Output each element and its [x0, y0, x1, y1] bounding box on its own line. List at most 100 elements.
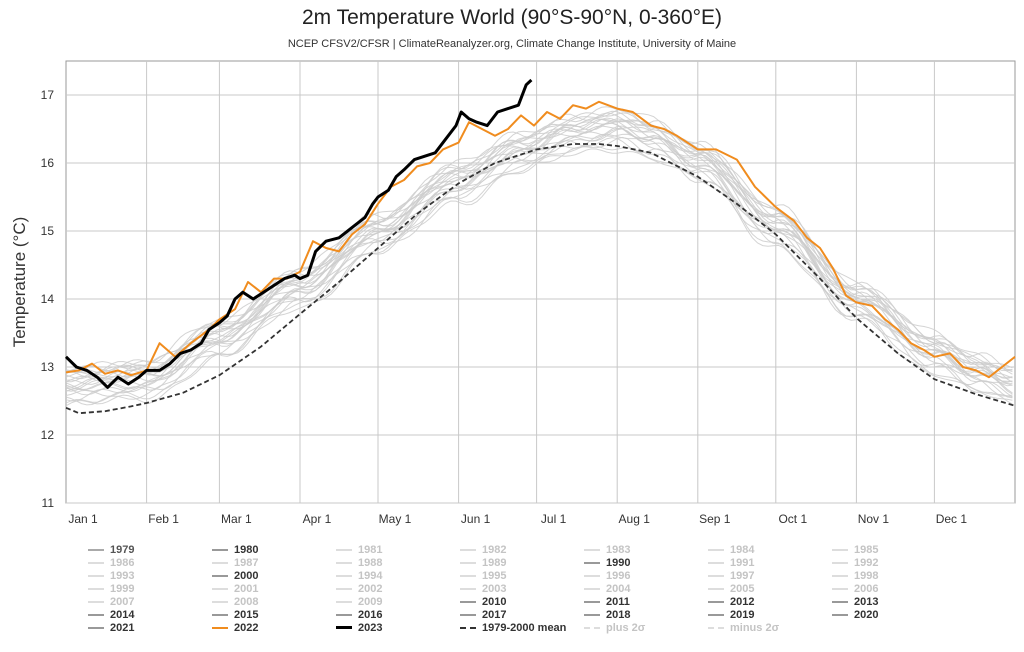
legend-item[interactable]: 2003 [460, 582, 506, 595]
legend-item[interactable]: 2008 [212, 595, 258, 608]
x-tick-label: Jan 1 [68, 512, 98, 526]
legend-swatch [460, 561, 476, 564]
legend-item[interactable]: 1979 [88, 543, 134, 556]
legend-item[interactable]: 2015 [212, 608, 258, 621]
legend-label: 1988 [358, 556, 383, 569]
background-year-line [65, 118, 1013, 379]
legend-item[interactable]: minus 2σ [708, 621, 779, 634]
legend-item[interactable]: plus 2σ [584, 621, 645, 634]
legend-item[interactable]: 2016 [336, 608, 382, 621]
y-tick-label: 13 [41, 360, 55, 374]
legend-swatch [88, 587, 104, 590]
background-year-line [65, 128, 1013, 395]
legend-swatch [336, 600, 352, 603]
legend-item[interactable]: 1983 [584, 543, 630, 556]
legend-label: 1979 [110, 543, 135, 556]
legend-label: 2001 [234, 582, 259, 595]
legend-item[interactable]: 1989 [460, 556, 506, 569]
background-year-line [65, 110, 1013, 373]
legend-item[interactable]: 1986 [88, 556, 134, 569]
background-year-line [65, 108, 1013, 378]
legend-swatch [460, 613, 476, 616]
y-tick-label: 17 [41, 88, 55, 102]
x-tick-label: Jun 1 [461, 512, 491, 526]
legend-item[interactable]: 2009 [336, 595, 382, 608]
legend-swatch [460, 600, 476, 603]
legend-item[interactable]: 2012 [708, 595, 754, 608]
x-tick-label: Apr 1 [303, 512, 332, 526]
legend-swatch [336, 574, 352, 577]
legend-item[interactable]: 2020 [832, 608, 878, 621]
legend-label: 2007 [110, 595, 135, 608]
legend-item[interactable]: 1998 [832, 569, 878, 582]
legend-item[interactable]: 1987 [212, 556, 258, 569]
legend-item[interactable]: 2021 [88, 621, 134, 634]
series-line-2023 [64, 78, 533, 389]
legend-item[interactable]: 2005 [708, 582, 754, 595]
legend-item[interactable]: 1994 [336, 569, 382, 582]
legend-item[interactable]: 1982 [460, 543, 506, 556]
legend-item[interactable]: 1979-2000 mean [460, 621, 566, 634]
legend-swatch [88, 613, 104, 616]
legend-label: 2017 [482, 608, 507, 621]
legend-item[interactable]: 2013 [832, 595, 878, 608]
legend-item[interactable]: 1985 [832, 543, 878, 556]
legend-label: 2022 [234, 621, 259, 634]
background-year-lines [65, 106, 1013, 407]
legend-swatch [88, 626, 104, 629]
legend-item[interactable]: 2014 [88, 608, 134, 621]
legend-label: 1980 [234, 543, 259, 556]
legend-item[interactable]: 1996 [584, 569, 630, 582]
legend-swatch [832, 613, 848, 616]
legend-item[interactable]: 1984 [708, 543, 754, 556]
grid [65, 60, 1016, 504]
legend-item[interactable]: 1990 [584, 556, 630, 569]
legend-swatch [460, 626, 476, 629]
legend-label: 1982 [482, 543, 507, 556]
background-year-line [65, 137, 1013, 402]
legend-swatch [336, 561, 352, 564]
legend-item[interactable]: 2023 [336, 621, 382, 634]
axes: 11 12 13 14 15 16 17 Jan 1 Feb 1 Mar 1 Apr 1 May 1 J… [41, 88, 968, 526]
legend-label: 1995 [482, 569, 507, 582]
legend-swatch [832, 561, 848, 564]
series-line-2022 [65, 100, 1016, 379]
legend-item[interactable]: 1980 [212, 543, 258, 556]
legend-label: 2023 [358, 621, 383, 634]
x-tick-label: Aug 1 [619, 512, 651, 526]
legend-item[interactable]: 2018 [584, 608, 630, 621]
legend-item[interactable]: 2004 [584, 582, 630, 595]
legend-swatch [212, 587, 228, 590]
legend-item[interactable]: 2022 [212, 621, 258, 634]
legend-item[interactable]: 2017 [460, 608, 506, 621]
legend-item[interactable]: 2006 [832, 582, 878, 595]
legend-item[interactable]: 1981 [336, 543, 382, 556]
legend-item[interactable]: 2007 [88, 595, 134, 608]
legend-item[interactable]: 1991 [708, 556, 754, 569]
legend-item[interactable]: 2002 [336, 582, 382, 595]
legend-item[interactable]: 2010 [460, 595, 506, 608]
legend-item[interactable]: 1993 [88, 569, 134, 582]
legend-item[interactable]: 1997 [708, 569, 754, 582]
legend-item[interactable]: 1995 [460, 569, 506, 582]
background-year-line [65, 136, 1013, 406]
legend-swatch [212, 548, 228, 551]
legend-swatch [336, 613, 352, 616]
legend-item[interactable]: 2001 [212, 582, 258, 595]
legend-item[interactable]: 2019 [708, 608, 754, 621]
legend-label: 2012 [730, 595, 755, 608]
legend-swatch [708, 600, 724, 603]
legend-item[interactable]: 1992 [832, 556, 878, 569]
x-tick-label: Nov 1 [858, 512, 890, 526]
background-year-line [65, 112, 1013, 383]
chart-title: 2m Temperature World (90°S-90°N, 0-360°E… [301, 6, 723, 29]
legend-swatch [708, 626, 724, 629]
legend-item[interactable]: 1999 [88, 582, 134, 595]
legend-item[interactable]: 2011 [584, 595, 630, 608]
legend-swatch [832, 574, 848, 577]
x-tick-label: Oct 1 [778, 512, 807, 526]
legend-item[interactable]: 2000 [212, 569, 258, 582]
legend-item[interactable]: 1988 [336, 556, 382, 569]
legend-swatch [584, 548, 600, 551]
